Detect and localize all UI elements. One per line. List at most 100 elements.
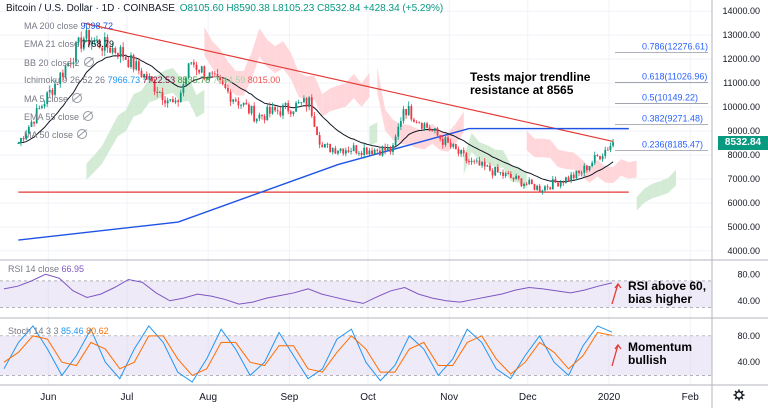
cloud-segment xyxy=(558,149,566,169)
candle-body xyxy=(135,61,138,70)
candle-body xyxy=(504,173,507,176)
hidden-eye-icon[interactable] xyxy=(72,93,83,103)
candle-body xyxy=(434,128,436,131)
indicator-value: 8015.00 xyxy=(245,75,281,85)
cloud-segment xyxy=(542,138,551,159)
cloud-segment xyxy=(408,124,417,148)
candle-body xyxy=(284,103,287,106)
candle-body xyxy=(46,92,49,104)
hidden-eye-icon[interactable] xyxy=(83,57,94,67)
candle-body xyxy=(588,166,591,171)
candle-body xyxy=(227,88,229,92)
candle-body xyxy=(174,100,177,103)
cloud-segment xyxy=(385,109,393,140)
annotation-arrow xyxy=(611,283,619,305)
candle-body xyxy=(77,37,80,43)
candle-body xyxy=(344,150,347,154)
candle-body xyxy=(166,100,169,104)
cloud-segment xyxy=(455,111,464,144)
cloud-segment xyxy=(471,132,480,161)
candle-body xyxy=(67,63,70,67)
candle-body xyxy=(491,170,494,176)
fib-label: 0.236(8185.47) xyxy=(642,140,703,150)
indicator-name: MA 200 close xyxy=(24,21,79,31)
candle-body xyxy=(405,109,407,116)
stoch-series xyxy=(3,325,613,383)
candle-body xyxy=(342,148,345,154)
cloud-segment xyxy=(125,94,134,132)
indicator-row[interactable]: EMA 55 close xyxy=(24,111,94,122)
candle-body xyxy=(363,147,366,156)
candle-body xyxy=(213,73,216,75)
gear-icon[interactable] xyxy=(733,389,745,401)
candle-body xyxy=(158,92,161,93)
candle-body xyxy=(61,72,64,77)
stoch-legend[interactable]: Stoch 14 3 3 85.46 80.62 xyxy=(8,326,109,336)
candle-body xyxy=(313,116,316,127)
hidden-eye-icon[interactable] xyxy=(77,129,88,139)
candle-body xyxy=(384,146,387,151)
candle-body xyxy=(64,66,67,77)
candle-body xyxy=(496,166,499,173)
candle-body xyxy=(203,66,206,79)
candle-body xyxy=(82,38,85,49)
candle-body xyxy=(368,150,371,155)
candle-body xyxy=(439,135,442,139)
candle-body xyxy=(447,137,449,143)
chart-title: Bitcoin / U.S. Dollar · 1D · COINBASE O8… xyxy=(6,3,443,14)
candle-body xyxy=(20,138,22,144)
cloud-segment xyxy=(534,138,543,158)
rsi-tick-label: 40.00 xyxy=(737,296,760,306)
price-tick-label: 11000.00 xyxy=(723,78,760,88)
indicator-row[interactable]: MA 200 close 9098.72 xyxy=(24,21,113,31)
time-tick-label: Aug xyxy=(199,392,217,403)
rsi-legend[interactable]: RSI 14 close 66.95 xyxy=(8,264,84,274)
price-tick-label: 10000.00 xyxy=(722,102,760,112)
ma200-line xyxy=(18,127,629,241)
candle-body xyxy=(182,84,185,93)
candle-body xyxy=(468,160,470,163)
indicator-name: EMA 55 close xyxy=(24,112,80,122)
cloud-segment xyxy=(573,152,582,176)
candle-body xyxy=(392,145,394,152)
cloud-segment xyxy=(94,145,103,172)
indicator-name: BB 20 close 2 xyxy=(24,58,80,68)
cloud-segment xyxy=(424,123,433,150)
indicator-value: 7966.73 xyxy=(105,75,141,85)
indicator-row[interactable]: EMA 21 close 7758.79 xyxy=(24,39,114,49)
cloud-segment xyxy=(204,26,213,69)
candle-body xyxy=(279,111,282,116)
candles xyxy=(17,26,614,195)
candle-body xyxy=(318,135,321,145)
candle-body xyxy=(122,47,125,58)
candle-body xyxy=(426,123,428,128)
candle-body xyxy=(394,136,397,146)
candle-body xyxy=(389,147,392,152)
cloud-segment xyxy=(605,166,614,184)
indicator-row[interactable]: MA 5 close xyxy=(24,93,83,104)
candle-body xyxy=(483,161,486,167)
stoch-legend-value: 85.46 xyxy=(58,326,84,336)
candle-body xyxy=(88,30,90,46)
candle-body xyxy=(156,91,159,93)
time-tick-label: Jun xyxy=(40,392,56,403)
candle-body xyxy=(449,142,452,147)
cloud-segment xyxy=(212,41,221,76)
candle-body xyxy=(206,78,208,80)
hidden-eye-icon[interactable] xyxy=(83,111,94,121)
candle-body xyxy=(360,152,363,156)
cloud-segment xyxy=(117,110,126,137)
candle-body xyxy=(211,72,214,74)
cloud-segment xyxy=(330,85,338,112)
indicator-row[interactable]: Ichimoku 9 26 52 26 7966.73 7722.53 8535… xyxy=(24,75,280,85)
indicator-row[interactable]: MA 50 close xyxy=(24,129,88,140)
candle-body xyxy=(373,149,376,155)
indicator-row[interactable]: BB 20 close 2 xyxy=(24,57,94,68)
candle-body xyxy=(565,177,567,184)
candle-body xyxy=(533,184,536,190)
candle-body xyxy=(200,66,203,73)
cloud-segment xyxy=(188,77,197,118)
candle-body xyxy=(546,186,549,188)
rsi-annotation-line-2: bias higher xyxy=(628,292,693,306)
candle-body xyxy=(549,187,552,190)
